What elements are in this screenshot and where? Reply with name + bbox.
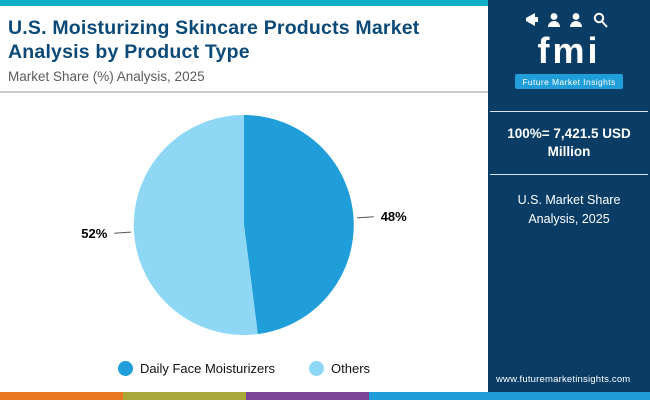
legend-item-others[interactable]: Others (309, 360, 371, 376)
pie-slice-others[interactable] (133, 114, 258, 335)
website-link[interactable]: www.futuremarketinsights.com (496, 374, 631, 385)
pie-leader-line (356, 216, 374, 219)
fmi-logo-text: fmi (537, 30, 601, 71)
fmi-logo-icons (526, 12, 608, 28)
accent-bar-2 (123, 392, 246, 400)
sidebar-divider (490, 174, 648, 176)
fmi-logo: fmi Future Market Insights (515, 10, 623, 89)
sidebar-divider (490, 111, 648, 112)
people-icon (570, 13, 582, 27)
pie-data-label: 52% (81, 226, 107, 241)
fmi-logo-caption: Future Market Insights (515, 74, 623, 89)
pie-chart: 48% 52% (81, 114, 407, 335)
legend-item-daily-face-moisturizers[interactable]: Daily Face Moisturizers (117, 360, 276, 376)
analysis-note: U.S. Market Share Analysis, 2025 (517, 193, 621, 227)
accent-bar-4 (369, 392, 650, 400)
accent-bar-3 (246, 392, 369, 400)
pie-leader-line (114, 231, 132, 234)
top-accent-strip (0, 0, 488, 6)
pie-slice-daily-face-moisturizers[interactable] (244, 114, 354, 334)
accent-bar-1 (0, 392, 123, 400)
legend-swatch-others (309, 360, 325, 376)
header-divider (0, 90, 488, 93)
megaphone-icon (526, 13, 538, 26)
legend-label: Others (331, 360, 371, 376)
bottom-accent-bars (0, 392, 650, 400)
chart-header: U.S. Moisturizing Skincare Products Mark… (0, 6, 488, 84)
legend-label: Daily Face Moisturizers (139, 360, 276, 376)
page-subtitle: Market Share (%) Analysis, 2025 (8, 68, 205, 84)
legend-swatch-daily-face-moisturizers (117, 360, 133, 376)
page-title: U.S. Moisturizing Skincare Products Mark… (8, 17, 420, 64)
chart-legend: Daily Face Moisturizers Others (0, 360, 488, 376)
magnifier-icon (593, 12, 608, 28)
market-value-stat: 100%= 7,421.5 USD Million (507, 126, 631, 160)
sidebar: fmi Future Market Insights 100%= 7,421.5… (488, 0, 650, 400)
chart-panel: U.S. Moisturizing Skincare Products Mark… (0, 6, 488, 392)
pie-data-label: 48% (381, 209, 407, 224)
person-icon (548, 13, 560, 27)
